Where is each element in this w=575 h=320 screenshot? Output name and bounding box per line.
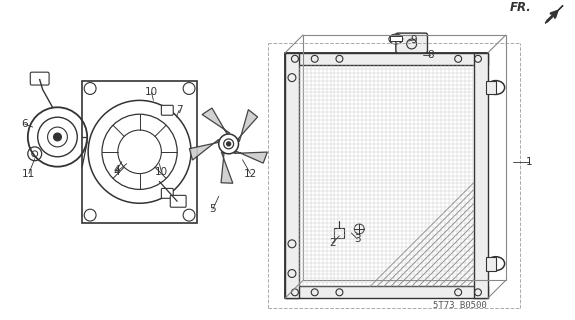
Text: 4: 4 [113, 167, 120, 177]
FancyBboxPatch shape [162, 188, 173, 198]
Text: 1: 1 [526, 157, 532, 167]
Circle shape [53, 133, 62, 141]
Polygon shape [202, 108, 230, 133]
Polygon shape [189, 140, 218, 160]
FancyBboxPatch shape [170, 195, 186, 207]
Text: 10: 10 [145, 87, 158, 98]
FancyBboxPatch shape [162, 105, 173, 115]
Bar [486, 257, 496, 270]
Text: 8: 8 [427, 50, 434, 60]
Bar [486, 81, 496, 94]
Bar [285, 286, 488, 298]
Polygon shape [234, 151, 267, 163]
Polygon shape [221, 152, 233, 183]
Circle shape [227, 142, 231, 146]
Text: 11: 11 [22, 169, 36, 179]
Text: 5: 5 [209, 204, 216, 214]
Text: FR.: FR. [509, 1, 531, 14]
Text: 7: 7 [176, 105, 182, 115]
Bar [474, 53, 488, 298]
Polygon shape [545, 5, 563, 23]
FancyBboxPatch shape [396, 33, 427, 53]
Bar [390, 36, 402, 41]
Bar [285, 53, 488, 298]
FancyBboxPatch shape [30, 72, 49, 85]
Bar [335, 228, 344, 238]
Bar [285, 53, 299, 298]
Text: 4: 4 [113, 164, 120, 175]
Text: 6: 6 [21, 119, 28, 129]
Text: 10: 10 [155, 167, 168, 177]
Bar [82, 81, 197, 223]
Text: 5T73 B0500: 5T73 B0500 [433, 301, 487, 310]
Text: 2: 2 [329, 238, 336, 248]
Bar [285, 53, 488, 65]
Polygon shape [238, 109, 258, 142]
Text: 12: 12 [244, 169, 257, 179]
Text: 9: 9 [411, 35, 417, 45]
Text: 3: 3 [354, 234, 361, 244]
